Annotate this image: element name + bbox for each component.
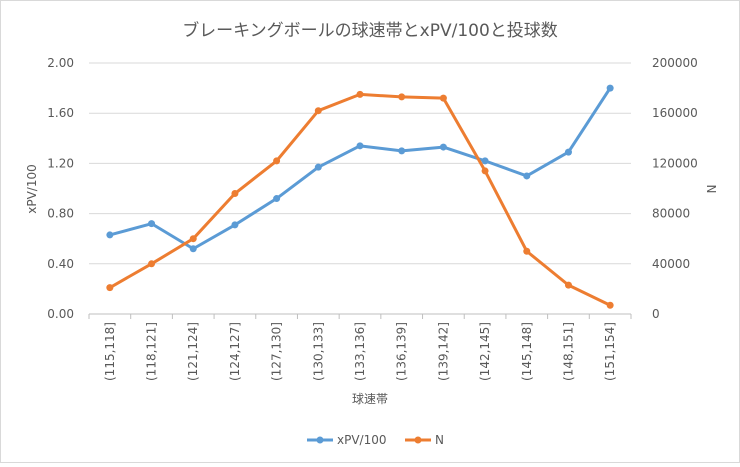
axes	[88, 313, 632, 319]
data-point-series-1	[273, 195, 281, 203]
data-point-series-2	[189, 235, 197, 243]
data-point-series-2	[314, 107, 322, 115]
data-point-series-1	[523, 172, 531, 180]
data-point-series-2	[481, 167, 489, 175]
y-left-tick-label: 0.00	[47, 307, 74, 321]
y-right-tick-label: 80000	[652, 207, 690, 221]
data-point-series-2	[564, 281, 572, 289]
x-tick-label: (145,148]	[520, 322, 534, 381]
y-left-tick-label: 0.80	[47, 207, 74, 221]
data-point-series-2	[148, 260, 156, 268]
x-tick-label: (142,145]	[478, 322, 492, 381]
tick-labels: 0.00 0 0.40 40000 0.80 80000 1.20 120000 1.60 160…	[47, 56, 698, 381]
legend-swatch-marker	[414, 436, 422, 444]
y-left-tick-label: 2.00	[47, 56, 74, 70]
x-tick-label: (124,127]	[228, 322, 242, 381]
data-point-series-2	[439, 94, 447, 102]
y-left-tick-label: 0.40	[47, 257, 74, 271]
legend-label: N	[435, 433, 444, 447]
x-tick-label: (133,136]	[353, 322, 367, 381]
y-right-tick-label: 120000	[652, 156, 698, 170]
legend: xPV/100 N	[307, 433, 444, 447]
series-lines	[106, 84, 614, 309]
data-point-series-1	[564, 148, 572, 156]
series-line-1	[108, 86, 612, 251]
data-point-series-1	[398, 147, 406, 155]
data-point-series-2	[356, 90, 364, 98]
x-tick-label: (130,133]	[311, 322, 325, 381]
data-point-series-1	[481, 157, 489, 165]
x-tick-label: (136,139]	[395, 322, 409, 381]
y-left-tick-label: 1.20	[47, 156, 74, 170]
data-point-series-2	[106, 284, 114, 292]
x-tick-label: (121,124]	[186, 322, 200, 381]
y-right-tick-label: 40000	[652, 257, 690, 271]
data-point-series-1	[189, 245, 197, 253]
legend-label: xPV/100	[337, 433, 387, 447]
y-right-axis-title: N	[704, 185, 718, 194]
data-point-series-2	[606, 301, 614, 309]
y-left-tick-label: 1.60	[47, 106, 74, 120]
data-point-series-1	[439, 143, 447, 151]
y-left-axis-title: xPV/100	[25, 164, 39, 214]
legend-swatch-marker	[316, 436, 324, 444]
chart-title: ブレーキングボールの球速帯とxPV/100と投球数	[182, 20, 558, 41]
data-point-series-2	[398, 93, 406, 101]
y-right-tick-label: 160000	[652, 106, 698, 120]
x-tick-label: (139,142]	[436, 322, 450, 381]
data-point-series-1	[314, 163, 322, 171]
x-tick-label: (118,121]	[145, 322, 159, 381]
data-point-series-1	[106, 231, 114, 239]
x-tick-label: (127,130]	[270, 322, 284, 381]
y-right-tick-label: 200000	[652, 56, 698, 70]
data-point-series-2	[273, 157, 281, 165]
data-point-series-1	[231, 221, 239, 229]
x-tick-label: (115,118]	[103, 322, 117, 381]
x-tick-label: (148,151]	[561, 322, 575, 381]
data-point-series-1	[148, 220, 156, 228]
data-point-series-1	[606, 84, 614, 92]
data-point-series-2	[523, 247, 531, 255]
y-right-tick-label: 0	[652, 307, 660, 321]
data-point-series-2	[231, 190, 239, 198]
x-axis-title: 球速帯	[352, 392, 388, 406]
data-point-series-1	[356, 142, 364, 150]
series-line-2	[108, 92, 612, 307]
x-tick-label: (151,154]	[603, 322, 617, 381]
